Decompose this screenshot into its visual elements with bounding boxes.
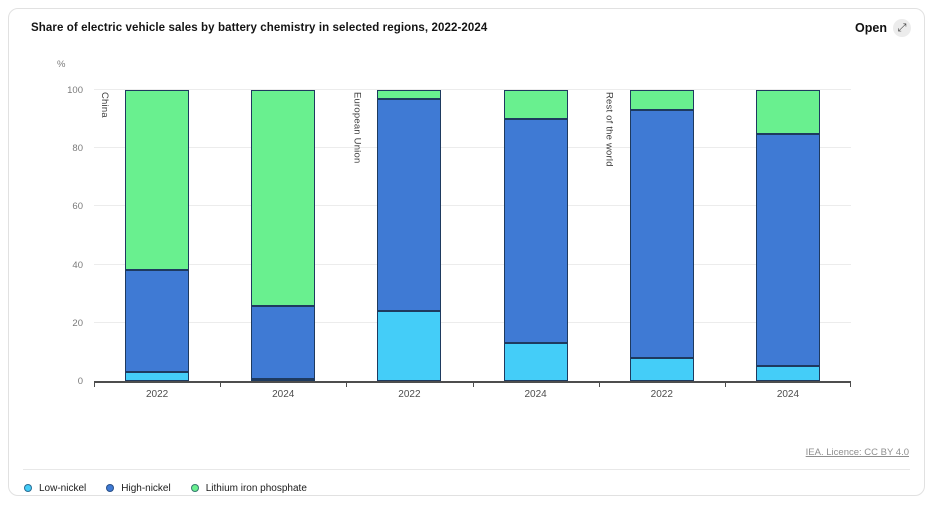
bars-row: [94, 90, 851, 381]
y-tick-label: 80: [72, 143, 83, 155]
legend-item-high-nickel[interactable]: High-nickel: [106, 482, 171, 494]
chart-card: Share of electric vehicle sales by batte…: [8, 8, 925, 496]
gridline: [94, 205, 851, 207]
bar-segment-lithium-iron-phosphate[interactable]: [629, 90, 694, 111]
license-link[interactable]: IEA. Licence: CC BY 4.0: [805, 447, 909, 458]
x-axis-tick: [220, 381, 222, 387]
open-button[interactable]: Open ⤢: [855, 19, 911, 37]
x-axis-tick: [724, 381, 726, 387]
y-axis-labels: 0 20 40 60 80 100: [37, 85, 83, 387]
x-category-label: 2022: [145, 389, 169, 400]
legend: Low-nickel High-nickel Lithium iron phosph…: [24, 477, 307, 495]
chart-title: Share of electric vehicle sales by batte…: [31, 22, 488, 34]
x-category-label: 2024: [272, 389, 295, 400]
bar-segment-low-nickel[interactable]: [377, 311, 442, 381]
plot-area: China European Union Rest of the world: [94, 89, 851, 387]
x-category-label: 2022: [650, 389, 673, 400]
x-axis-tick: [472, 381, 474, 387]
bar-segment-high-nickel[interactable]: [125, 270, 190, 373]
y-tick-label: 20: [72, 317, 83, 329]
bar-slot: [725, 90, 851, 381]
x-axis-tick: [346, 381, 348, 387]
legend-item-lithium-iron-phosphate[interactable]: Lithium iron phosphate: [190, 482, 307, 494]
bar-segment-lithium-iron-phosphate[interactable]: [251, 90, 316, 307]
legend-label: Low-nickel: [39, 482, 87, 494]
region-label-china: China: [99, 92, 110, 118]
bar-segment-low-nickel[interactable]: [755, 366, 820, 381]
y-tick-label: 60: [72, 201, 83, 213]
bar-segment-low-nickel[interactable]: [629, 357, 694, 381]
legend-label: High-nickel: [121, 482, 171, 494]
legend-marker-low-nickel-icon: [24, 484, 32, 492]
bar-segment-lithium-iron-phosphate[interactable]: [377, 90, 442, 99]
bar-slot: [473, 90, 599, 381]
expand-diagonal-arrow-icon: ⤢: [893, 19, 911, 37]
stacked-bar[interactable]: [503, 90, 568, 381]
legend-item-low-nickel[interactable]: Low-nickel: [24, 483, 86, 494]
bar-segment-lithium-iron-phosphate[interactable]: [125, 90, 190, 271]
legend-marker-high-nickel-icon: [106, 484, 115, 492]
legend-marker-lithium-iron-phosphate-icon: [190, 484, 199, 492]
open-button-label: Open: [855, 21, 887, 35]
bar-segment-high-nickel[interactable]: [503, 119, 568, 344]
bar-segment-low-nickel[interactable]: [503, 343, 568, 381]
gridline: [94, 321, 851, 323]
y-tick-label: 100: [67, 85, 83, 96]
bar-segment-high-nickel[interactable]: [755, 133, 820, 367]
x-category-label: 2024: [776, 389, 800, 400]
bar-segment-lithium-iron-phosphate[interactable]: [755, 90, 820, 134]
bar-slot: [346, 90, 472, 381]
y-tick-label: 0: [77, 376, 83, 387]
legend-divider: [23, 469, 910, 470]
bar-segment-lithium-iron-phosphate[interactable]: [503, 90, 568, 120]
x-axis-tick: [94, 381, 95, 387]
x-axis-tick: [598, 381, 600, 387]
stacked-bar[interactable]: [251, 90, 316, 381]
legend-label: Lithium iron phosphate: [205, 482, 307, 494]
region-label-european-union: European Union: [351, 92, 363, 164]
bar-segment-high-nickel[interactable]: [377, 98, 442, 312]
x-axis-tick: [850, 381, 851, 387]
bar-segment-high-nickel[interactable]: [251, 306, 316, 379]
stacked-bar[interactable]: [377, 90, 442, 381]
bar-segment-low-nickel[interactable]: [251, 379, 316, 381]
bar-slot: [94, 90, 220, 381]
bar-segment-high-nickel[interactable]: [629, 110, 694, 358]
x-category-label: 2022: [398, 389, 421, 400]
gridline: [94, 263, 851, 265]
x-category-label: 2024: [524, 389, 547, 400]
stacked-bar[interactable]: [629, 90, 694, 381]
region-label-rest-of-the-world: Rest of the world: [603, 92, 615, 167]
stacked-bar[interactable]: [755, 90, 820, 381]
x-category-labels: 2022 2024 2022 2024 2022 2024: [94, 389, 851, 400]
gridline: [94, 147, 851, 149]
stacked-bar[interactable]: [125, 90, 190, 381]
y-tick-label: 40: [72, 259, 83, 271]
gridline: [94, 89, 851, 90]
bar-slot: [220, 90, 346, 381]
bar-slot: [599, 90, 725, 381]
y-axis-unit-label: %: [57, 59, 66, 70]
bar-segment-low-nickel[interactable]: [125, 372, 190, 381]
